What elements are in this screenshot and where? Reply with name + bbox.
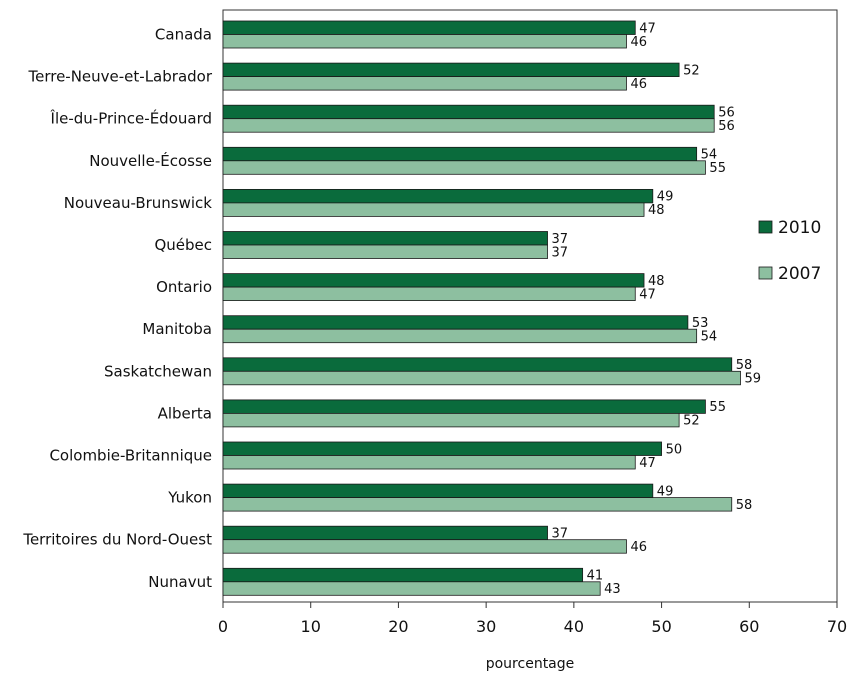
bar-2010 [222,273,645,288]
category-label: Yukon [167,489,212,507]
data-label: 37 [552,232,569,247]
bar-2010 [222,231,548,246]
x-tick-label: 70 [827,617,847,636]
bar-2010 [222,104,715,120]
bar-2007 [222,76,627,91]
data-label: 55 [709,161,726,176]
category-label: Terre-Neuve-et-Labrador [27,68,212,86]
data-label: 46 [630,540,647,555]
x-axis-title: pourcentage [486,656,575,672]
legend-swatch-2007 [758,266,773,280]
category-label: Nouvelle-Écosse [89,151,212,170]
bar-2010 [222,315,689,330]
bar-2010 [222,525,548,541]
x-tick-label: 40 [564,617,584,636]
data-label: 58 [736,358,753,373]
data-label: 49 [657,190,674,205]
data-label: 56 [718,105,735,120]
bars: 4746524656565455494837374847535458595552… [222,20,762,597]
bar-2010 [222,188,654,204]
bar-2007 [222,412,680,428]
data-label: 47 [639,287,656,302]
bar-2007 [222,244,548,259]
data-label: 47 [639,21,656,36]
data-label: 47 [639,456,656,471]
category-label: Colombie-Britannique [49,447,212,465]
bar-2010 [222,62,680,77]
data-label: 37 [552,526,569,541]
category-label: Canada [155,26,212,44]
data-label: 54 [701,329,718,344]
bar-2007 [222,118,715,133]
category-label: Île-du-Prince-Édouard [50,109,212,128]
data-label: 59 [745,372,762,387]
legend-label: 2010 [778,218,821,238]
data-label: 43 [604,582,621,597]
category-label: Alberta [158,404,212,422]
data-label: 55 [709,400,726,415]
x-tick-label: 20 [388,617,408,636]
bar-2007 [222,497,733,512]
plot-frame [222,9,838,603]
data-label: 58 [736,498,753,513]
bar-2010 [222,399,706,414]
data-label: 52 [683,414,700,429]
data-label: 41 [587,569,604,584]
bar-2010 [222,567,584,583]
x-axis: 0 10 20 30 40 50 60 70 [218,602,847,636]
data-label: 37 [552,245,569,260]
data-label: 46 [630,77,647,92]
data-label: 48 [648,203,665,218]
x-tick-label: 30 [476,617,496,636]
bar-2007 [222,539,627,554]
bar-2007 [222,455,636,470]
legend-label: 2007 [778,264,821,284]
category-label: Territoires du Nord-Ouest [22,531,212,549]
bar-2010 [222,357,733,372]
bar-2010 [222,441,662,456]
data-label: 53 [692,316,709,331]
category-labels: Canada Terre-Neuve-et-Labrador Île-du-Prin… [22,26,212,591]
data-label: 52 [683,63,700,78]
bar-2007 [222,202,645,217]
bar-2007 [222,370,741,386]
data-label: 46 [630,35,647,50]
data-label: 50 [666,442,683,457]
legend-swatch-2010 [758,220,773,234]
data-label: 48 [648,274,665,289]
data-label: 49 [657,484,674,499]
x-tick-label: 0 [218,617,228,636]
category-label: Saskatchewan [104,362,212,380]
data-label: 54 [701,148,718,163]
category-label: Québec [154,236,212,254]
category-label: Nunavut [148,573,212,591]
x-tick-label: 60 [739,617,759,636]
bar-2007 [222,286,636,302]
bar-2010 [222,483,654,499]
bar-2010 [222,146,698,162]
category-label: Manitoba [142,320,212,338]
legend: 2010 2007 [758,218,821,284]
bar-2007 [222,328,698,344]
bar-2007 [222,160,706,175]
x-tick-label: 50 [651,617,671,636]
category-label: Ontario [156,278,212,296]
data-label: 56 [718,119,735,134]
bar-2007 [222,581,601,596]
x-tick-label: 10 [301,617,321,636]
category-label: Nouveau-Brunswick [64,194,213,212]
bar-2010 [222,20,636,35]
bar-2007 [222,34,627,49]
